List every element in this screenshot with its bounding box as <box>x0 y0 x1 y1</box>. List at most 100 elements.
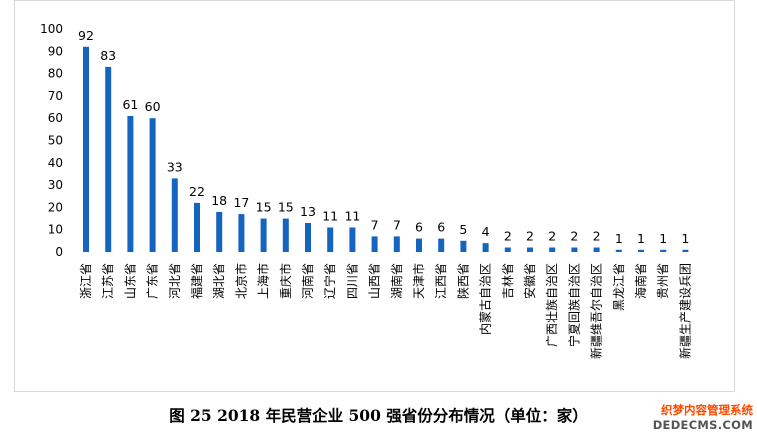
bar <box>438 238 445 252</box>
category-label: 陕西省 <box>455 263 470 299</box>
data-label: 15 <box>256 200 272 215</box>
data-label: 4 <box>482 224 490 239</box>
y-tick-label: 40 <box>48 156 63 170</box>
data-label: 61 <box>122 97 138 112</box>
bar <box>349 227 356 252</box>
bar <box>105 66 112 253</box>
category-label: 四川省 <box>345 263 359 299</box>
data-label: 22 <box>189 184 205 199</box>
category-label: 北京市 <box>233 263 248 299</box>
bar <box>504 247 511 252</box>
bar <box>615 249 622 252</box>
category-label: 宁夏回族自治区 <box>566 263 581 347</box>
bar <box>660 249 667 252</box>
y-axis: 0 10 20 30 40 50 60 70 80 90 100 <box>40 22 63 259</box>
data-label: 2 <box>548 229 556 244</box>
chart-title: 图 25 2018 年民营企业 500 强省份分布情况（单位：家） <box>169 406 588 425</box>
data-label: 1 <box>615 231 623 246</box>
category-labels: 浙江省 江苏省 山东省 广东省 河北省 福建省 湖北省 北京市 上海市 重庆市 河南省 辽宁省 四川省山… <box>79 263 692 359</box>
category-label: 辽宁省 <box>322 263 337 299</box>
bar <box>549 247 556 252</box>
bar <box>171 178 178 252</box>
category-label: 内蒙古自治区 <box>478 263 493 335</box>
data-label: 6 <box>437 220 445 235</box>
data-label: 33 <box>167 159 183 174</box>
y-tick-label: 60 <box>48 111 63 125</box>
category-label: 江苏省 <box>101 263 115 299</box>
data-label: 92 <box>78 28 94 43</box>
bar <box>393 236 400 252</box>
bar <box>371 236 378 252</box>
bar <box>571 247 578 252</box>
category-label: 广西壮族自治区 <box>545 263 559 347</box>
bar <box>416 238 422 252</box>
data-label: 15 <box>278 200 294 215</box>
watermark: 织梦内容管理系统 DEDECMS.COM <box>653 403 753 433</box>
data-label: 13 <box>300 204 316 219</box>
bar <box>194 202 200 252</box>
watermark-line-1: 织梦内容管理系统 <box>661 403 753 417</box>
data-label: 17 <box>233 195 249 210</box>
category-label: 吉林省 <box>501 263 515 299</box>
chart-frame: 0 10 20 30 40 50 60 70 80 90 100 92 83 61 60 33 22 18 17 1… <box>14 0 735 392</box>
data-label: 60 <box>145 99 161 114</box>
category-label: 上海市 <box>256 263 271 299</box>
bar <box>238 214 245 252</box>
data-label: 1 <box>637 231 645 246</box>
data-label: 5 <box>459 222 467 237</box>
data-label: 83 <box>100 48 116 63</box>
data-label: 7 <box>393 217 401 232</box>
category-label: 湖北省 <box>211 263 226 299</box>
bar <box>83 46 89 252</box>
data-label: 18 <box>211 193 227 208</box>
category-label: 湖南省 <box>389 263 404 299</box>
category-label: 黑龙江省 <box>612 263 626 311</box>
category-label: 海南省 <box>633 263 648 299</box>
bar <box>127 116 134 252</box>
y-tick-label: 100 <box>40 22 63 36</box>
category-label: 新疆生产建设兵团 <box>677 263 692 359</box>
data-label: 2 <box>593 229 601 244</box>
category-label: 安徽省 <box>522 263 537 299</box>
data-label: 11 <box>322 209 338 224</box>
y-tick-label: 70 <box>48 89 63 103</box>
y-tick-label: 0 <box>55 245 63 259</box>
category-label: 新疆维吾尔自治区 <box>589 263 604 359</box>
y-tick-label: 90 <box>48 44 63 58</box>
category-label: 山西省 <box>368 263 382 299</box>
bar <box>482 243 489 252</box>
category-label: 广东省 <box>146 263 160 299</box>
bar <box>527 247 533 252</box>
category-label: 河南省 <box>300 263 315 299</box>
data-label: 7 <box>371 217 379 232</box>
bar <box>460 240 467 252</box>
bar <box>327 227 334 252</box>
category-label: 贵州省 <box>656 263 670 299</box>
data-label: 1 <box>659 231 667 246</box>
bar <box>593 247 600 252</box>
bar <box>305 223 311 252</box>
category-label: 浙江省 <box>79 263 93 299</box>
data-label: 1 <box>681 231 689 246</box>
category-label: 重庆市 <box>278 263 293 299</box>
bar <box>216 211 223 252</box>
y-tick-label: 20 <box>48 200 63 214</box>
category-label: 福建省 <box>189 263 204 299</box>
category-label: 山东省 <box>123 263 137 299</box>
y-tick-label: 10 <box>48 223 63 237</box>
data-label: 2 <box>504 229 512 244</box>
y-tick-label: 80 <box>48 67 63 81</box>
category-label: 天津市 <box>411 263 426 299</box>
bars <box>83 46 689 253</box>
data-label: 6 <box>415 220 423 235</box>
bar <box>638 249 644 252</box>
data-label: 2 <box>570 229 578 244</box>
y-tick-label: 50 <box>48 134 63 148</box>
watermark-line-2: DEDECMS.COM <box>652 418 753 432</box>
bar <box>260 218 267 252</box>
bar <box>682 249 689 252</box>
category-label: 江西省 <box>434 263 448 299</box>
bar <box>282 218 289 252</box>
data-label: 11 <box>344 209 360 224</box>
